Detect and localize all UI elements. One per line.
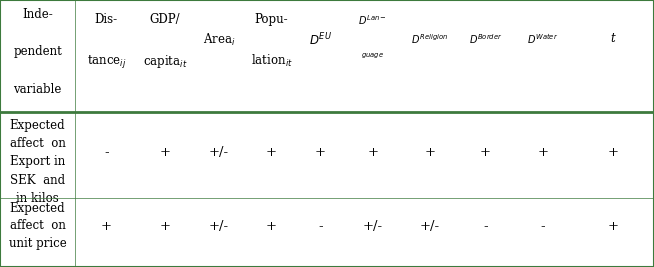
Text: -: - [318, 221, 323, 233]
Text: Export in: Export in [10, 155, 65, 168]
Text: +: + [315, 146, 326, 159]
Text: variable: variable [14, 83, 61, 96]
Text: +: + [608, 146, 619, 159]
Text: $^{guage}$: $^{guage}$ [361, 53, 385, 62]
Text: +: + [160, 221, 171, 233]
Text: GDP/: GDP/ [150, 13, 181, 26]
Text: -: - [540, 221, 545, 233]
Text: lation$_{it}$: lation$_{it}$ [250, 53, 292, 69]
Text: affect  on: affect on [10, 219, 65, 233]
Text: affect  on: affect on [10, 137, 65, 150]
Text: Dis-: Dis- [95, 13, 118, 26]
Text: pendent: pendent [13, 45, 62, 58]
Text: +: + [160, 146, 171, 159]
Text: SEK  and: SEK and [10, 174, 65, 187]
Text: Expected: Expected [10, 202, 65, 215]
Text: +: + [101, 221, 112, 233]
Text: -: - [104, 146, 109, 159]
Text: +/-: +/- [209, 146, 229, 159]
Text: capita$_{it}$: capita$_{it}$ [143, 53, 188, 70]
Text: t: t [611, 32, 615, 45]
Text: $D^{Lan-}$: $D^{Lan-}$ [358, 13, 387, 27]
Text: +: + [538, 146, 548, 159]
Text: +: + [266, 221, 277, 233]
Text: -: - [483, 221, 488, 233]
Text: $D^{Water}$: $D^{Water}$ [527, 32, 559, 46]
Text: $D^{Religion}$: $D^{Religion}$ [411, 32, 449, 46]
Text: $D^{EU}$: $D^{EU}$ [309, 32, 332, 49]
Text: unit price: unit price [9, 237, 67, 250]
Text: Area$_{i}$: Area$_{i}$ [203, 32, 235, 48]
Text: Popu-: Popu- [254, 13, 288, 26]
Text: +: + [368, 146, 378, 159]
Text: tance$_{ij}$: tance$_{ij}$ [86, 53, 126, 70]
Text: +: + [424, 146, 436, 159]
Text: +: + [266, 146, 277, 159]
Text: Expected: Expected [10, 119, 65, 132]
Text: $D^{Border}$: $D^{Border}$ [469, 32, 502, 46]
Text: +: + [608, 221, 619, 233]
Text: +: + [480, 146, 491, 159]
Text: +/-: +/- [420, 221, 440, 233]
Text: Inde-: Inde- [22, 8, 53, 21]
Text: +/-: +/- [363, 221, 383, 233]
Text: +/-: +/- [209, 221, 229, 233]
Text: in kilos: in kilos [16, 192, 59, 205]
